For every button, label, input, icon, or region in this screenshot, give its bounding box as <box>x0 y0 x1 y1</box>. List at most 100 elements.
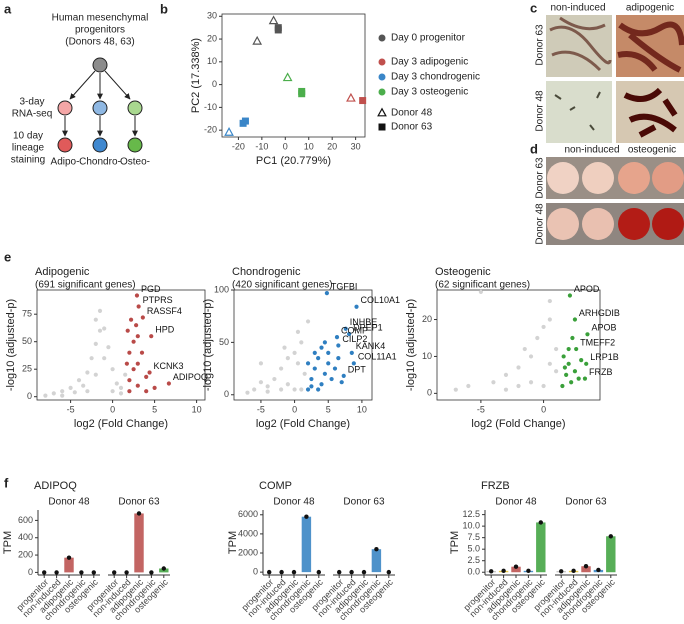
point <box>258 380 264 385</box>
point <box>554 369 559 374</box>
point <box>491 380 496 385</box>
point <box>134 323 139 328</box>
point <box>541 383 546 389</box>
point <box>346 92 356 102</box>
y-tick-label: 600 <box>18 515 33 525</box>
point <box>351 361 356 366</box>
y-tick-label: 0 <box>253 567 258 577</box>
point <box>560 383 565 389</box>
well <box>582 208 614 240</box>
point <box>336 355 341 361</box>
replicate-dot <box>42 570 47 575</box>
point <box>144 374 149 379</box>
point <box>43 393 48 398</box>
point <box>324 291 329 296</box>
replicate-dot <box>66 555 72 560</box>
point <box>93 372 98 377</box>
replicate-dot <box>513 564 519 569</box>
chart-title: ADIPOQ <box>34 480 77 492</box>
point <box>97 328 103 333</box>
point <box>305 319 311 324</box>
point-label: RASSF4 <box>147 306 182 316</box>
x-axis-title: log2 (Fold Change) <box>74 418 168 430</box>
point <box>312 366 317 371</box>
y-axis-title: -log10 (adjusted-p) <box>202 299 214 391</box>
node <box>57 137 73 153</box>
point-label: LRP1B <box>590 352 619 362</box>
point <box>144 389 149 394</box>
point <box>343 326 348 331</box>
legend-label: Day 3 osteogenic <box>391 87 468 98</box>
point <box>134 293 140 298</box>
bar <box>536 522 546 573</box>
well-images: non-induced osteogenic Donor 63 Donor 48 <box>535 145 684 245</box>
y-tick-label: 20 <box>207 33 217 43</box>
y-tick-label: 0 <box>27 391 32 401</box>
point <box>292 350 297 355</box>
point <box>279 366 284 371</box>
node <box>57 100 73 116</box>
replicate-dot <box>596 567 601 573</box>
replicate-dot <box>349 569 354 575</box>
point <box>334 335 340 340</box>
point <box>547 361 552 366</box>
replicate-dot <box>538 520 543 525</box>
point <box>359 97 367 105</box>
x-axis-title: PC1 (20.779%) <box>256 155 331 167</box>
panel-label: f <box>4 475 9 490</box>
legend-label: Day 3 chondrogenic <box>391 72 480 83</box>
y-tick-label: 10 <box>207 56 217 66</box>
point <box>298 90 306 98</box>
y-tick-label: 2.5 <box>467 555 480 565</box>
facet-title: Donor 63 <box>565 497 607 508</box>
x-tick-label: 0 <box>541 404 546 414</box>
well <box>582 162 614 194</box>
chart-subtitle: (691 significant genes) <box>35 280 136 291</box>
well <box>547 162 579 194</box>
replicate-dot <box>337 569 342 575</box>
replicate-dot <box>291 569 297 575</box>
point <box>572 317 578 322</box>
row-label: Donor 63 <box>535 157 546 199</box>
point <box>316 355 321 361</box>
point <box>68 385 73 390</box>
bar <box>606 536 616 573</box>
node <box>92 100 108 116</box>
lineage-label: Chondro- <box>79 157 121 168</box>
x-tick-label: 10 <box>304 141 314 151</box>
point <box>245 390 250 395</box>
y-tick-label: 6000 <box>238 509 258 519</box>
y-tick-label: 10.0 <box>462 521 480 531</box>
point <box>347 331 352 337</box>
point <box>566 346 571 352</box>
bar <box>511 566 521 573</box>
point-label: TGFBI <box>331 282 358 292</box>
y-tick-label: 12.5 <box>462 509 480 519</box>
y-axis-title: -log10 (adjusted-p) <box>5 299 17 391</box>
replicate-dot <box>501 568 506 574</box>
legend-label: Day 0 progenitor <box>391 33 466 44</box>
point <box>326 361 331 366</box>
point <box>585 332 590 337</box>
column-label: adipogenic <box>626 3 674 14</box>
bar <box>64 557 74 573</box>
replicate-dot <box>526 568 531 574</box>
point <box>554 346 559 352</box>
column-label: non-induced <box>564 145 619 156</box>
node <box>92 57 108 73</box>
point <box>76 378 82 383</box>
legend-swatch <box>377 107 387 117</box>
point <box>118 385 124 390</box>
y-tick-label: -20 <box>204 125 217 135</box>
replicate-dot <box>91 570 97 575</box>
x-axis-title: log2 (Fold Change) <box>471 418 565 430</box>
point <box>125 328 130 333</box>
point <box>118 391 124 396</box>
point <box>584 361 589 366</box>
replicate-dot <box>267 569 272 575</box>
point <box>326 350 331 355</box>
point <box>566 361 571 366</box>
point <box>282 72 293 82</box>
x-tick-label: 30 <box>351 141 361 151</box>
replicate-dot <box>149 570 154 575</box>
